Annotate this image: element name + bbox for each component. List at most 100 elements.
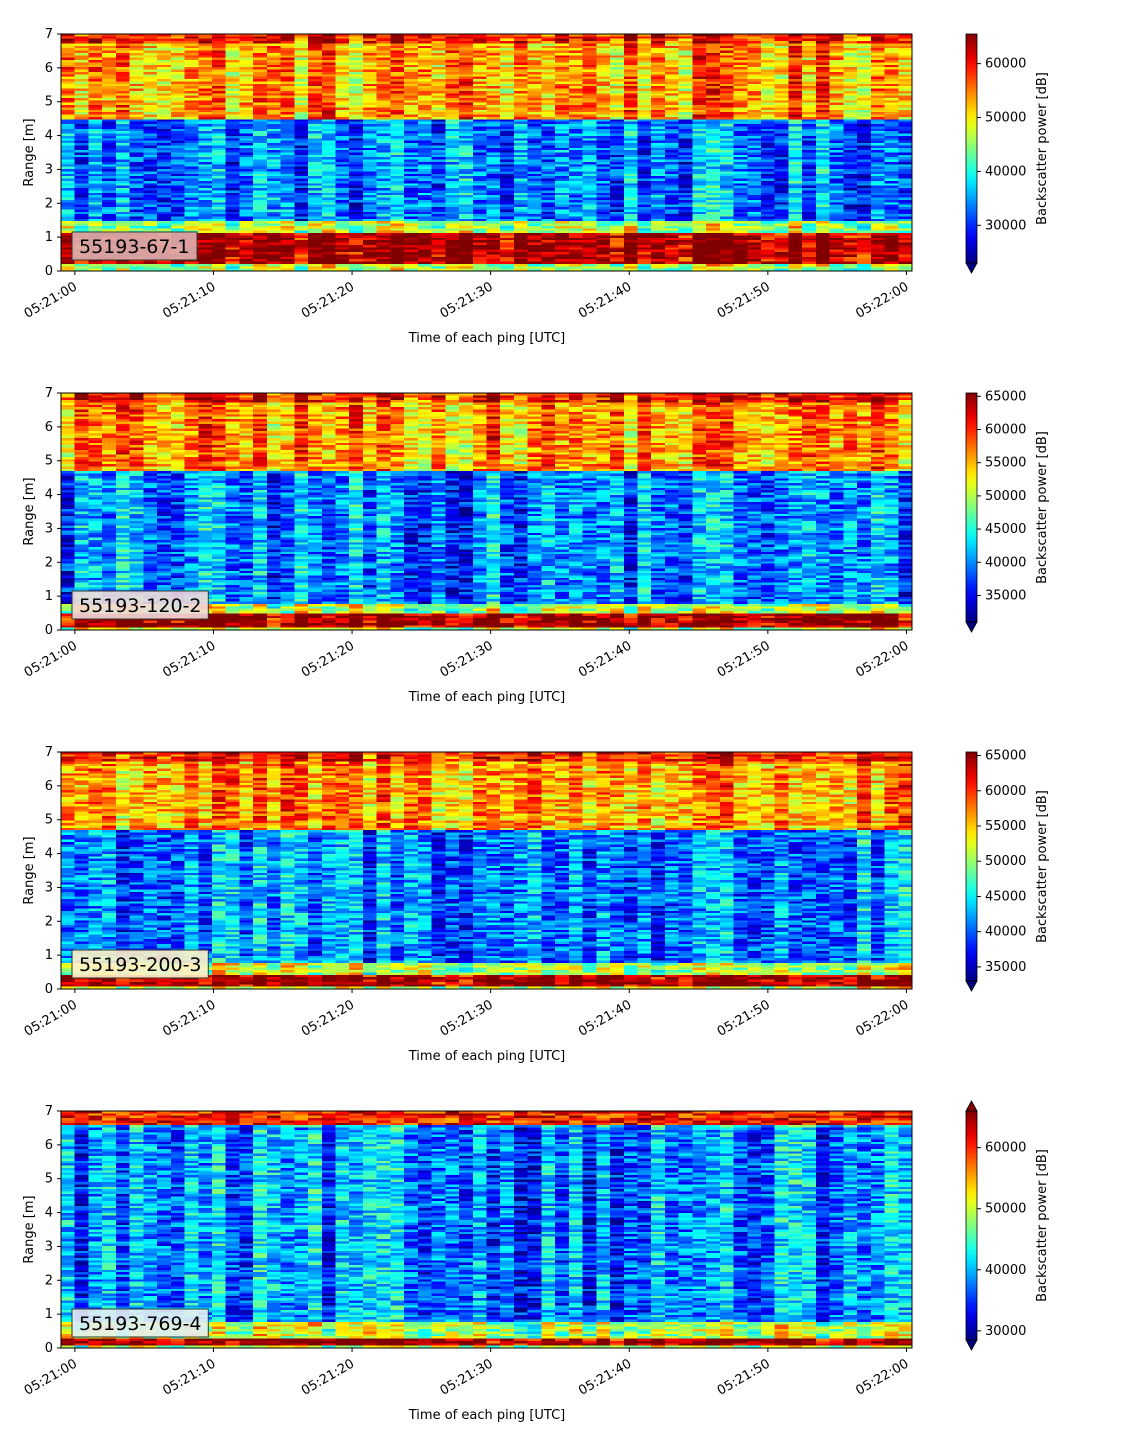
x-tick-label: 05:21:10 — [160, 279, 218, 321]
colorbar-tick-label: 55000 — [985, 819, 1026, 834]
subplot-1: 0 1 2 3 4 5 6 7 05:21:00 05:21:10 05:21:20 05:21:30… — [22, 27, 1050, 346]
heatmap-image — [61, 34, 912, 271]
y-tick-label: 7 — [45, 745, 53, 760]
colorbar-tick-label: 50000 — [985, 854, 1026, 869]
colorbar-extend-min — [965, 621, 978, 633]
y-axis-label: Range [m] — [22, 1195, 37, 1263]
x-tick-label: 05:21:40 — [576, 279, 634, 321]
x-tick-label: 05:21:40 — [576, 1356, 634, 1398]
y-tick-label: 2 — [45, 1273, 53, 1288]
x-tick-label: 05:21:50 — [715, 997, 773, 1039]
x-tick-label: 05:21:10 — [160, 997, 218, 1039]
colorbar-extend-max — [965, 1100, 978, 1112]
x-tick-label: 05:21:00 — [22, 1356, 80, 1398]
x-tick-label: 05:22:00 — [853, 279, 911, 321]
colorbar-tick-label: 60000 — [985, 57, 1026, 72]
x-axis-label: Time of each ping [UTC] — [408, 1049, 566, 1064]
x-tick-label: 05:21:30 — [438, 279, 496, 321]
colorbar — [965, 392, 978, 623]
y-tick-label: 0 — [45, 1341, 53, 1356]
colorbar-tick-label: 30000 — [985, 1324, 1026, 1339]
colorbar-tick-label: 40000 — [985, 164, 1026, 179]
colorbar-tick-label: 60000 — [985, 423, 1026, 438]
subplot-label: 55193-200-3 — [79, 954, 202, 976]
y-tick-label: 1 — [45, 589, 53, 604]
y-tick-label: 1 — [45, 230, 53, 245]
subplot-label-box — [71, 231, 198, 261]
y-tick-label: 3 — [45, 521, 53, 536]
y-tick-label: 5 — [45, 454, 53, 469]
y-tick-label: 4 — [45, 129, 53, 144]
x-tick-label: 05:21:00 — [22, 638, 80, 680]
y-tick-label: 7 — [45, 1104, 53, 1119]
y-tick-label: 1 — [45, 948, 53, 963]
plot-frame — [60, 392, 913, 631]
colorbar-tick-label: 30000 — [985, 218, 1026, 233]
colorbar-tick-label: 65000 — [985, 389, 1026, 404]
x-axis-label: Time of each ping [UTC] — [408, 690, 566, 705]
colorbar-tick-label: 50000 — [985, 111, 1026, 126]
x-tick-label: 05:22:00 — [853, 997, 911, 1039]
y-tick-label: 2 — [45, 914, 53, 929]
plot-frame — [60, 1110, 913, 1349]
x-axis-label: Time of each ping [UTC] — [408, 331, 566, 346]
subplot-label: 55193-120-2 — [79, 595, 202, 617]
y-tick-label: 0 — [45, 982, 53, 997]
x-tick-label: 05:21:40 — [576, 638, 634, 680]
y-tick-label: 5 — [45, 95, 53, 110]
x-axis-label: Time of each ping [UTC] — [408, 1408, 566, 1423]
y-tick-label: 4 — [45, 847, 53, 862]
y-tick-label: 5 — [45, 813, 53, 828]
y-tick-label: 7 — [45, 386, 53, 401]
x-tick-label: 05:21:00 — [22, 997, 80, 1039]
x-tick-label: 05:21:20 — [299, 279, 357, 321]
x-tick-label: 05:21:50 — [715, 279, 773, 321]
subplot-label-box — [71, 1308, 209, 1338]
plot-frame — [60, 33, 913, 272]
colorbar-tick-label: 40000 — [985, 925, 1026, 940]
y-tick-label: 5 — [45, 1172, 53, 1187]
colorbar-tick-label: 40000 — [985, 1263, 1026, 1278]
y-tick-label: 7 — [45, 27, 53, 42]
y-tick-label: 1 — [45, 1307, 53, 1322]
colorbar-tick-label: 55000 — [985, 456, 1026, 471]
plot-frame — [60, 751, 913, 990]
y-tick-label: 4 — [45, 488, 53, 503]
x-tick-label: 05:21:20 — [299, 638, 357, 680]
colorbar-tick-label: 65000 — [985, 749, 1026, 764]
x-tick-label: 05:21:10 — [160, 638, 218, 680]
colorbar-tick-label: 45000 — [985, 522, 1026, 537]
x-tick-label: 05:21:20 — [299, 1356, 357, 1398]
colorbar — [965, 33, 978, 264]
x-tick-label: 05:21:30 — [438, 638, 496, 680]
x-tick-label: 05:21:40 — [576, 997, 634, 1039]
colorbar-tick-label: 35000 — [985, 960, 1026, 975]
y-tick-label: 2 — [45, 196, 53, 211]
colorbar-extend-min — [965, 1339, 978, 1351]
x-tick-label: 05:21:00 — [22, 279, 80, 321]
colorbar-tick-label: 35000 — [985, 588, 1026, 603]
colorbar-label: Backscatter power [dB] — [1035, 790, 1050, 943]
y-tick-label: 3 — [45, 1239, 53, 1254]
x-tick-label: 05:21:30 — [438, 997, 496, 1039]
x-tick-label: 05:21:10 — [160, 1356, 218, 1398]
colorbar-tick-label: 40000 — [985, 555, 1026, 570]
colorbar-extend-min — [965, 262, 978, 274]
subplot-4: 0 1 2 3 4 5 6 7 05:21:00 05:21:10 05:21:20 05:21:30… — [22, 1100, 1050, 1423]
y-axis-label: Range [m] — [22, 118, 37, 186]
y-axis-label: Range [m] — [22, 477, 37, 545]
subplot-label-box — [71, 949, 209, 979]
subplot-2: 0 1 2 3 4 5 6 7 05:21:00 05:21:10 05:21:20 05:21:30… — [22, 386, 1050, 705]
colorbar-tick-label: 60000 — [985, 1141, 1026, 1156]
y-tick-label: 6 — [45, 61, 53, 76]
x-tick-label: 05:22:00 — [853, 638, 911, 680]
y-tick-label: 0 — [45, 623, 53, 638]
y-tick-label: 4 — [45, 1206, 53, 1221]
x-tick-label: 05:22:00 — [853, 1356, 911, 1398]
colorbar — [965, 751, 978, 982]
colorbar — [965, 1110, 978, 1341]
y-tick-label: 3 — [45, 880, 53, 895]
y-tick-label: 6 — [45, 779, 53, 794]
y-tick-label: 0 — [45, 264, 53, 279]
